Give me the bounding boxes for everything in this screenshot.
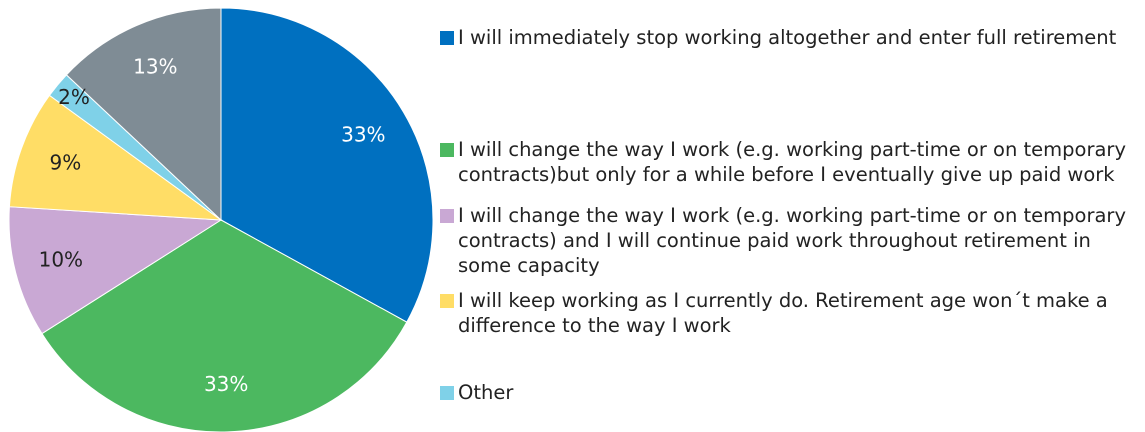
- data-label: 9%: [50, 150, 82, 174]
- legend-entry: I will keep working as I currently do. R…: [440, 288, 1140, 338]
- legend-swatch: [440, 31, 454, 45]
- legend-entry: I will immediately stop working altogeth…: [440, 25, 1140, 50]
- legend-swatch: [440, 386, 454, 400]
- legend-swatch: [440, 209, 454, 223]
- legend-label: I will change the way I work (e.g. worki…: [458, 138, 1126, 186]
- data-label: 33%: [204, 372, 248, 396]
- legend-label: I will change the way I work (e.g. worki…: [458, 204, 1126, 277]
- pie-slice: [220, 7, 434, 323]
- pie-slice: [8, 206, 223, 335]
- legend-label: I will keep working as I currently do. R…: [458, 289, 1108, 337]
- legend-label: Other: [458, 381, 514, 404]
- data-label: 2%: [58, 85, 90, 109]
- legend-entry: I will change the way I work (e.g. worki…: [440, 137, 1140, 187]
- pie-slice: [65, 7, 222, 222]
- legend-label: I will immediately stop working altogeth…: [458, 26, 1117, 49]
- legend-swatch: [440, 294, 454, 308]
- legend-swatch: [440, 143, 454, 157]
- data-label: 10%: [39, 248, 83, 272]
- data-label: 33%: [341, 122, 385, 146]
- legend-entry: I will change the way I work (e.g. worki…: [440, 203, 1140, 278]
- legend-entry: Other: [440, 380, 1140, 405]
- pie-slice: [8, 94, 223, 221]
- data-label: 13%: [133, 55, 177, 79]
